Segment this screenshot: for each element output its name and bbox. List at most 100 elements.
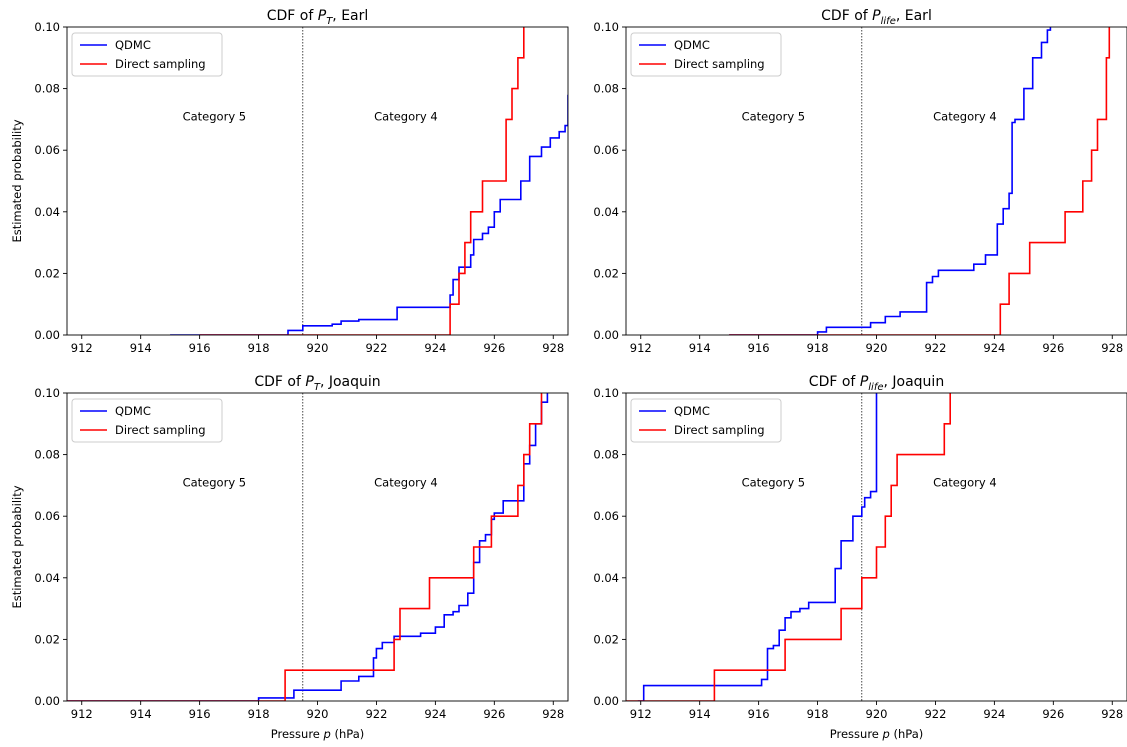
legend-label: QDMC xyxy=(115,404,151,418)
y-tick-label: 0.06 xyxy=(34,143,60,157)
x-tick-label: 926 xyxy=(1042,341,1064,355)
legend-label: Direct sampling xyxy=(115,423,206,437)
y-tick-label: 0.08 xyxy=(593,82,619,96)
x-tick-label: 914 xyxy=(130,707,152,721)
x-tick-label: 916 xyxy=(189,341,211,355)
x-tick-label: 916 xyxy=(189,707,211,721)
x-tick-label: 912 xyxy=(71,707,93,721)
series-line-qdmc xyxy=(729,27,1052,335)
x-tick-label: 912 xyxy=(71,341,93,355)
y-tick-label: 0.00 xyxy=(593,328,619,342)
x-tick-label: 926 xyxy=(483,341,505,355)
y-tick-label: 0.02 xyxy=(593,632,619,646)
chart-panel-4: CDF of Plife, Joaquin 912 914 916 918 920 922 9… xyxy=(593,374,1127,741)
x-tick-label: 918 xyxy=(807,341,829,355)
x-tick-label: 926 xyxy=(483,707,505,721)
category-annotation: Category 5 xyxy=(183,475,247,489)
y-tick-label: 0.10 xyxy=(34,386,60,400)
chart-panel-2: CDF of Plife, Earl 912 914 916 918 920 922 924 9… xyxy=(593,8,1127,355)
x-tick-label: 928 xyxy=(1101,341,1123,355)
y-tick-label: 0.04 xyxy=(593,205,619,219)
legend-label: QDMC xyxy=(674,404,710,418)
category-annotation: Category 4 xyxy=(933,475,997,489)
x-tick-label: 912 xyxy=(630,707,652,721)
x-tick-label: 914 xyxy=(130,341,152,355)
x-tick-label: 922 xyxy=(924,707,946,721)
chart-title: CDF of Plife, Earl xyxy=(821,8,932,27)
legend-label: QDMC xyxy=(115,38,151,52)
legend-box xyxy=(630,398,782,443)
category-annotation: Category 5 xyxy=(742,109,806,123)
x-tick-label: 926 xyxy=(1042,707,1064,721)
x-tick-label: 918 xyxy=(248,341,270,355)
y-tick-label: 0.02 xyxy=(34,632,60,646)
y-tick-label: 0.04 xyxy=(593,571,619,585)
series-line-qdmc xyxy=(170,94,568,335)
x-tick-label: 918 xyxy=(248,707,270,721)
legend-label: Direct sampling xyxy=(115,57,206,71)
x-tick-label: 924 xyxy=(424,341,446,355)
legend-label: QDMC xyxy=(674,38,710,52)
y-tick-label: 0.10 xyxy=(34,20,60,34)
x-tick-label: 916 xyxy=(748,707,770,721)
y-tick-label: 0.00 xyxy=(593,694,619,708)
legend-label: Direct sampling xyxy=(674,57,765,71)
legend-label: Direct sampling xyxy=(674,423,765,437)
chart-title: CDF of Plife, Joaquin xyxy=(809,374,944,393)
series-line-direct-sampling xyxy=(67,393,543,701)
y-tick-label: 0.04 xyxy=(34,205,60,219)
y-tick-label: 0.10 xyxy=(593,386,619,400)
category-annotation: Category 5 xyxy=(742,475,806,489)
category-annotation: Category 4 xyxy=(933,109,997,123)
x-tick-label: 916 xyxy=(748,341,770,355)
y-tick-label: 0.06 xyxy=(593,509,619,523)
category-annotation: Category 4 xyxy=(374,109,438,123)
legend-box xyxy=(71,32,223,77)
chart-panel-1: CDF of PT, Earl 912 914 916 918 920 922 924 926 9… xyxy=(10,8,569,355)
y-tick-label: 0.10 xyxy=(593,20,619,34)
x-tick-label: 914 xyxy=(689,707,711,721)
x-tick-label: 922 xyxy=(924,341,946,355)
x-tick-label: 912 xyxy=(630,341,652,355)
y-tick-label: 0.02 xyxy=(593,266,619,280)
chart-title: CDF of PT, Earl xyxy=(267,8,369,27)
category-annotation: Category 5 xyxy=(183,109,247,123)
x-tick-label: 928 xyxy=(1101,707,1123,721)
legend-box xyxy=(71,398,223,443)
x-tick-label: 914 xyxy=(689,341,711,355)
chart-panel-3: CDF of PT, Joaquin 912 914 916 918 920 922 924 9… xyxy=(10,374,569,741)
category-annotation: Category 4 xyxy=(374,475,438,489)
x-tick-label: 920 xyxy=(307,707,329,721)
x-tick-label: 924 xyxy=(983,707,1005,721)
x-tick-label: 924 xyxy=(424,707,446,721)
x-tick-label: 918 xyxy=(807,707,829,721)
y-tick-label: 0.06 xyxy=(34,509,60,523)
y-tick-label: 0.08 xyxy=(34,448,60,462)
y-tick-label: 0.04 xyxy=(34,571,60,585)
x-tick-label: 928 xyxy=(542,707,564,721)
y-tick-label: 0.08 xyxy=(593,448,619,462)
x-axis-label: Pressure p (hPa) xyxy=(830,727,923,741)
y-tick-label: 0.06 xyxy=(593,143,619,157)
y-tick-label: 0.00 xyxy=(34,694,60,708)
x-tick-label: 922 xyxy=(365,341,387,355)
y-tick-label: 0.00 xyxy=(34,328,60,342)
y-axis-label: Estimated probability xyxy=(10,119,24,242)
x-tick-label: 920 xyxy=(866,707,888,721)
legend-box xyxy=(630,32,782,77)
series-line-direct-sampling xyxy=(626,393,951,701)
series-line-direct-sampling xyxy=(199,27,525,335)
chart-title: CDF of PT, Joaquin xyxy=(254,374,380,393)
x-tick-label: 920 xyxy=(866,341,888,355)
series-line-direct-sampling xyxy=(729,27,1111,335)
x-axis-label: Pressure p (hPa) xyxy=(271,727,364,741)
y-axis-label: Estimated probability xyxy=(10,485,24,608)
x-tick-label: 928 xyxy=(542,341,564,355)
y-tick-label: 0.08 xyxy=(34,82,60,96)
x-tick-label: 924 xyxy=(983,341,1005,355)
y-tick-label: 0.02 xyxy=(34,266,60,280)
x-tick-label: 922 xyxy=(365,707,387,721)
series-line-qdmc xyxy=(637,393,878,701)
series-line-qdmc xyxy=(67,393,549,701)
